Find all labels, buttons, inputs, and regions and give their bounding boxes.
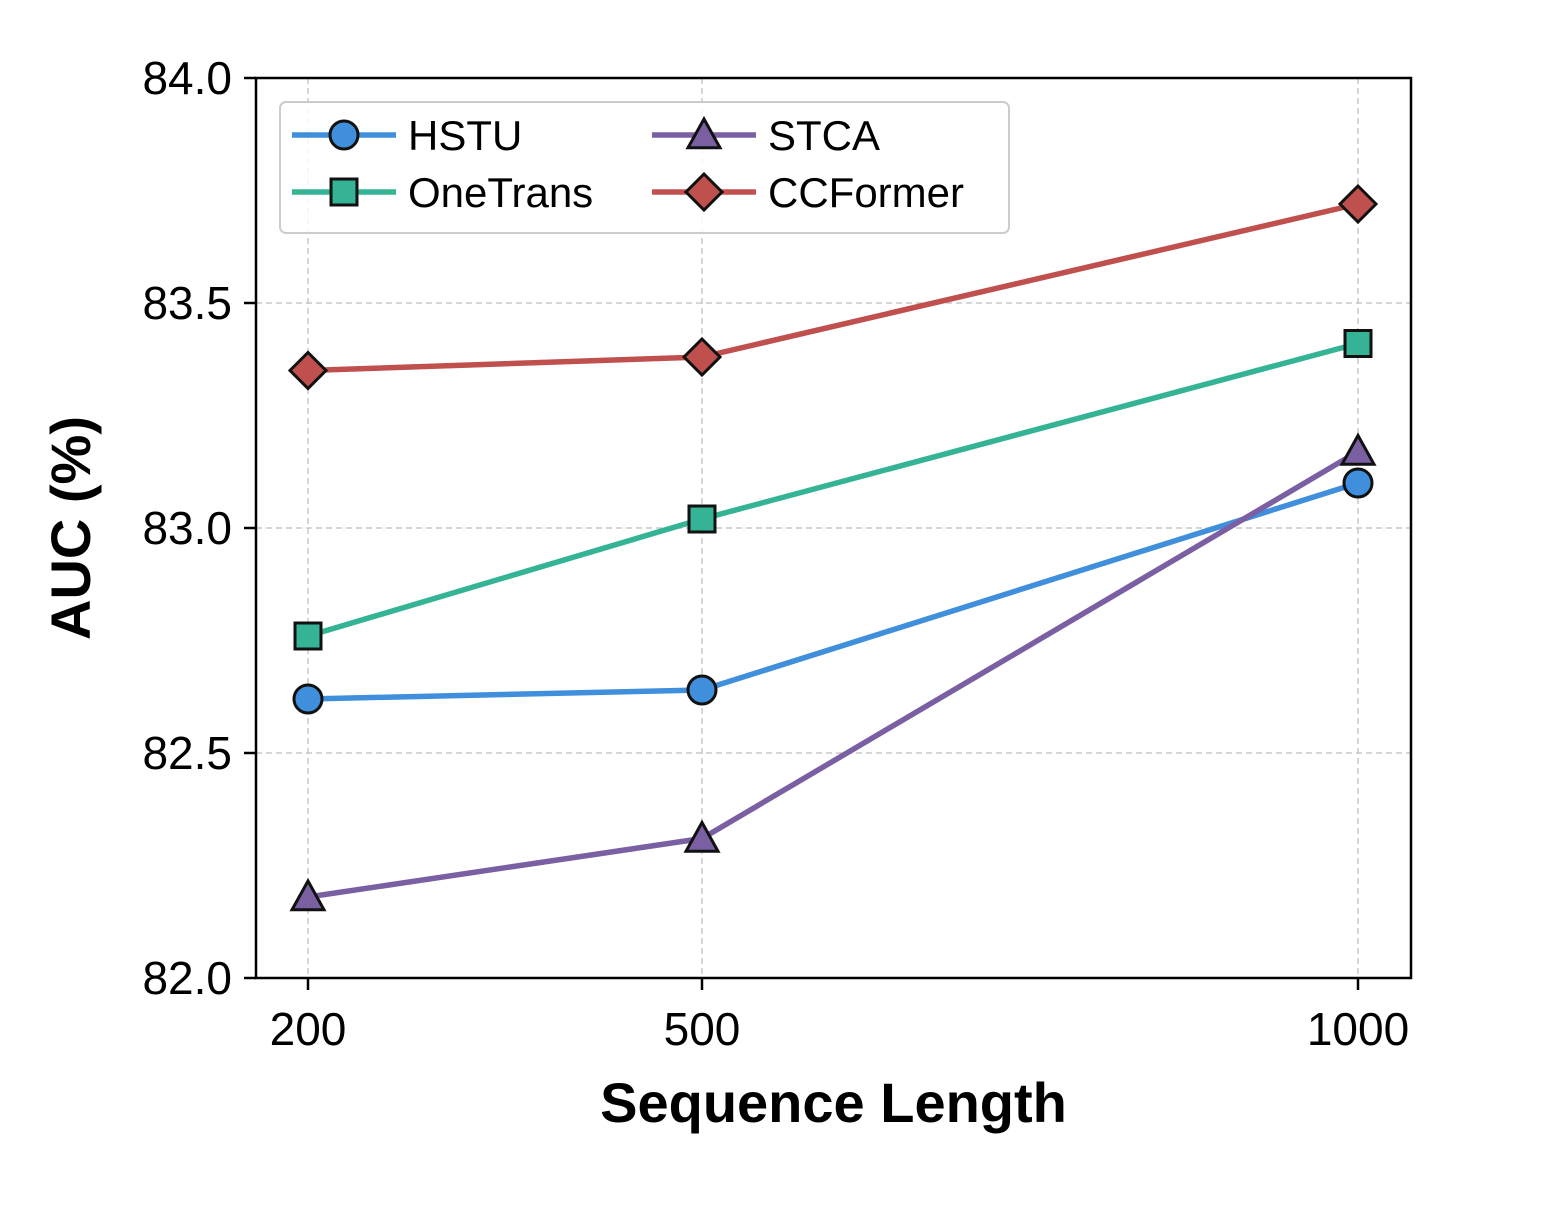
- legend: HSTU OneTrans STCA CCFormer: [279, 101, 1010, 234]
- data-point-onetrans: [1343, 329, 1373, 358]
- legend-box: [279, 101, 1010, 234]
- data-point-hstu: [1342, 467, 1374, 499]
- legend-item-stca: STCA: [652, 112, 880, 159]
- legend-label: HSTU: [408, 112, 522, 159]
- y-tick-label: 82.5: [142, 727, 232, 779]
- legend-item-ccformer: CCFormer: [652, 169, 964, 216]
- legend-label: CCFormer: [768, 169, 964, 216]
- x-tick-label: 200: [270, 1003, 347, 1055]
- data-point-stca: [1339, 432, 1377, 466]
- data-point-stca: [289, 877, 327, 912]
- y-tick-label: 84.0: [142, 52, 232, 104]
- data-point-ccformer: [681, 336, 723, 378]
- x-axis-title: Sequence Length: [600, 1071, 1067, 1134]
- x-tick-label: 1000: [1307, 1003, 1409, 1055]
- y-tick-label: 83.0: [142, 502, 232, 554]
- data-point-ccformer: [287, 350, 329, 391]
- data-point-hstu: [686, 674, 718, 706]
- data-point-stca: [683, 819, 721, 853]
- y-tick-label: 83.5: [142, 277, 232, 329]
- y-axis-ticks: 82.0 82.5 83.0 83.5 84.0: [142, 52, 256, 1004]
- y-axis-title: AUC (%): [39, 416, 102, 640]
- data-point-ccformer: [1337, 183, 1379, 225]
- legend-marker: [685, 115, 723, 150]
- x-axis-ticks: 200 500 1000: [270, 978, 1409, 1055]
- data-point-hstu: [292, 683, 324, 715]
- legend-item-onetrans: OneTrans: [292, 169, 593, 216]
- legend-item-hstu: HSTU: [292, 112, 522, 159]
- data-point-onetrans: [293, 621, 323, 651]
- legend-label: OneTrans: [408, 169, 593, 216]
- data-point-onetrans: [687, 504, 717, 534]
- legend-marker: [328, 119, 360, 151]
- legend-label: STCA: [768, 112, 880, 159]
- x-tick-label: 500: [664, 1003, 741, 1055]
- series-markers: [287, 183, 1379, 912]
- legend-marker: [329, 177, 359, 207]
- legend-marker: [683, 171, 725, 213]
- y-tick-label: 82.0: [142, 952, 232, 1004]
